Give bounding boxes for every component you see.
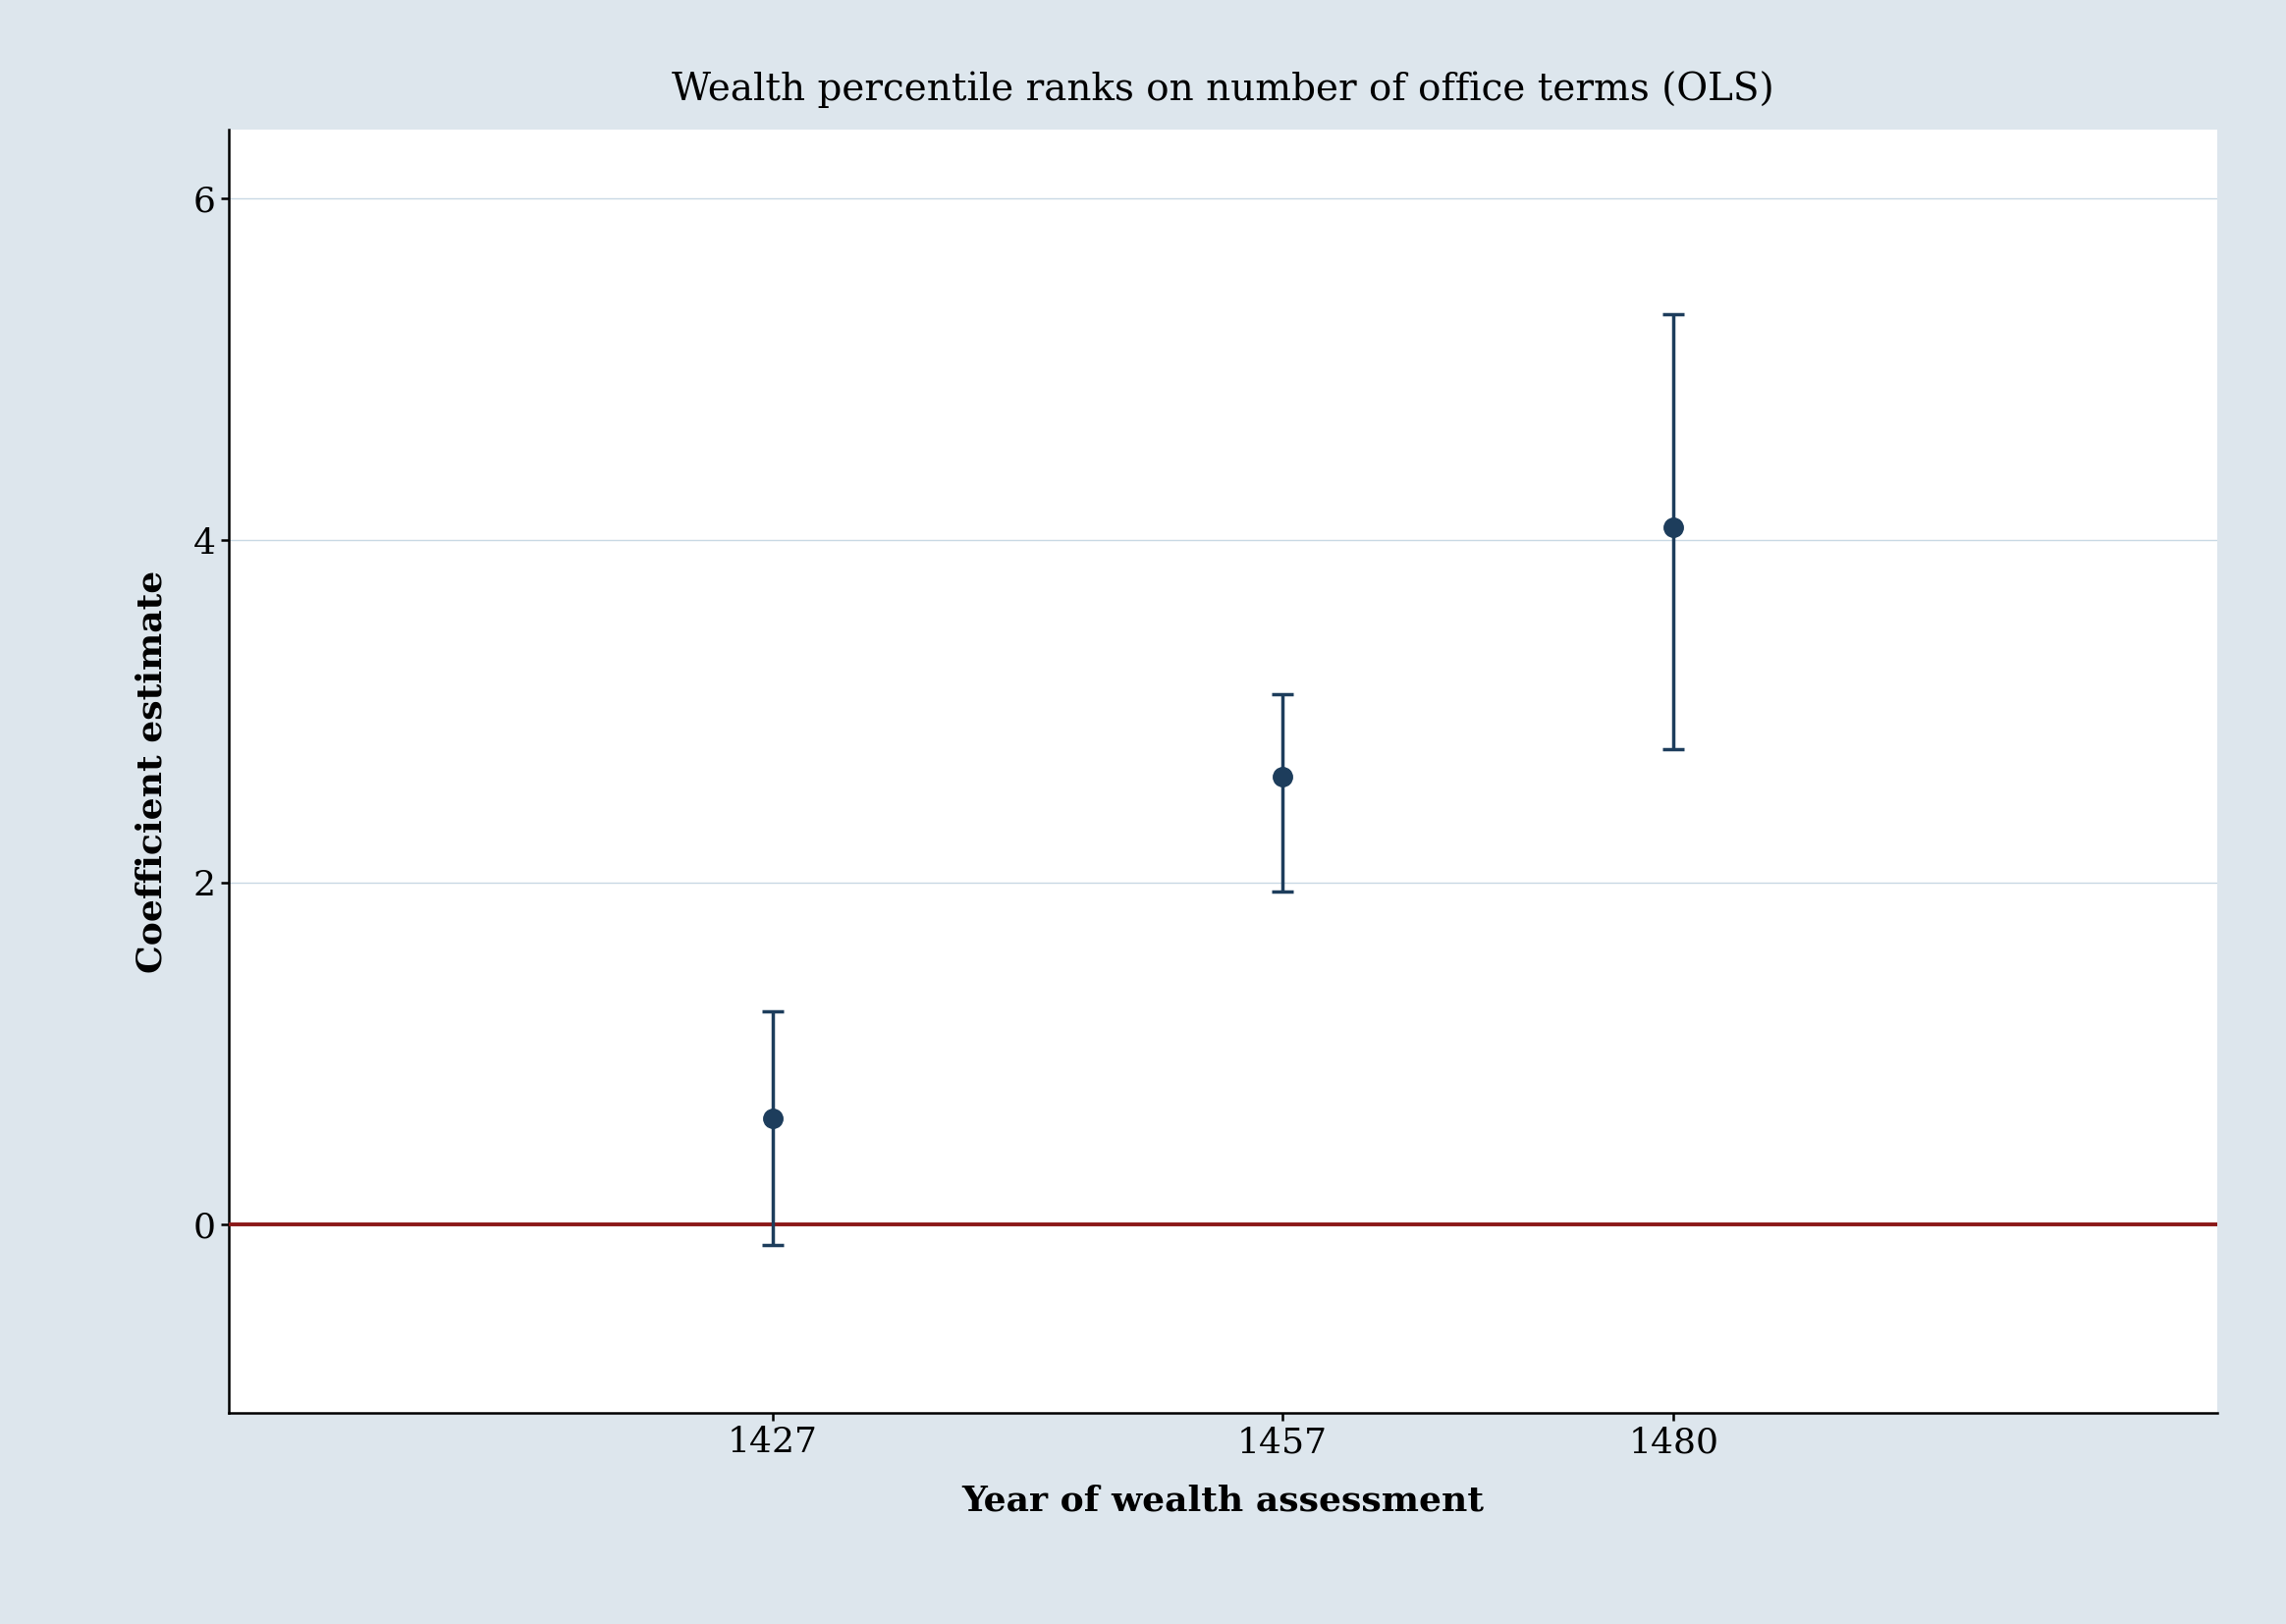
X-axis label: Year of wealth assessment: Year of wealth assessment [962,1484,1484,1517]
Y-axis label: Coefficient estimate: Coefficient estimate [135,570,169,973]
Title: Wealth percentile ranks on number of office terms (OLS): Wealth percentile ranks on number of off… [672,70,1774,107]
